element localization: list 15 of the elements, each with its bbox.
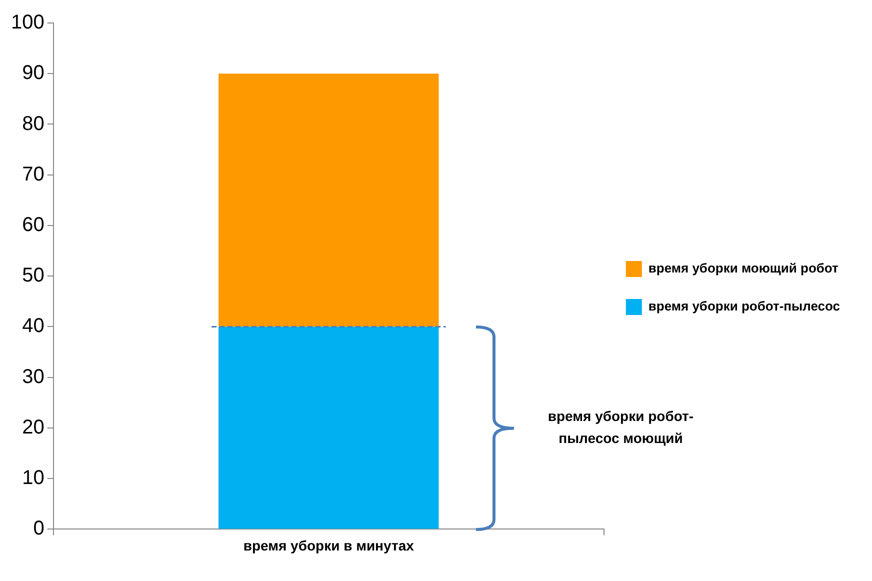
y-tick-label: 20 — [22, 416, 44, 438]
y-tick-label: 80 — [22, 112, 44, 135]
y-tick-label: 100 — [10, 12, 44, 34]
y-tick-label: 40 — [22, 315, 44, 338]
y-tick-label: 90 — [22, 62, 44, 84]
x-tick-label: время уборки в минутах — [243, 537, 414, 554]
y-tick-label: 0 — [33, 518, 44, 540]
annotation: время уборки робот- пылесос моющий — [548, 408, 694, 446]
y-tick-label: 70 — [22, 163, 44, 186]
legend-label: время уборки моющий робот — [648, 260, 838, 276]
legend-label: время уборки робот-пылесос — [648, 298, 840, 314]
y-tick-label: 50 — [22, 264, 44, 287]
y-tick-label: 60 — [22, 214, 44, 236]
y-tick-label: 10 — [22, 467, 44, 490]
y-tick-label: 30 — [22, 366, 44, 388]
